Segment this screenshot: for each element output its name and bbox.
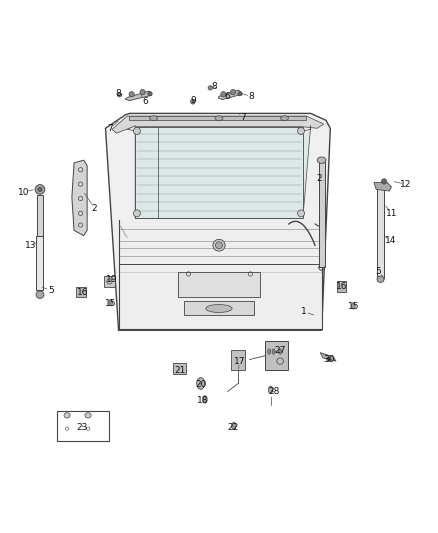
Polygon shape bbox=[184, 301, 254, 316]
Text: 5: 5 bbox=[375, 268, 381, 276]
Ellipse shape bbox=[215, 116, 223, 120]
Polygon shape bbox=[104, 276, 115, 287]
Ellipse shape bbox=[221, 92, 226, 97]
Text: 12: 12 bbox=[400, 180, 412, 189]
Ellipse shape bbox=[134, 127, 141, 134]
Polygon shape bbox=[218, 90, 242, 100]
Text: 21: 21 bbox=[174, 366, 185, 375]
Text: 8: 8 bbox=[212, 82, 218, 91]
Ellipse shape bbox=[191, 99, 195, 104]
Text: 9: 9 bbox=[190, 96, 196, 105]
Ellipse shape bbox=[134, 210, 141, 217]
Ellipse shape bbox=[206, 304, 232, 312]
Polygon shape bbox=[337, 281, 346, 292]
Text: 10: 10 bbox=[18, 188, 29, 197]
Ellipse shape bbox=[230, 90, 236, 95]
Ellipse shape bbox=[377, 276, 384, 282]
Ellipse shape bbox=[268, 349, 271, 354]
Polygon shape bbox=[119, 220, 321, 329]
Text: 6: 6 bbox=[225, 92, 231, 101]
Text: 2: 2 bbox=[92, 204, 97, 213]
Ellipse shape bbox=[85, 413, 91, 418]
Ellipse shape bbox=[352, 303, 355, 309]
Text: 16: 16 bbox=[336, 282, 348, 291]
Ellipse shape bbox=[148, 92, 152, 96]
Polygon shape bbox=[374, 182, 392, 191]
Ellipse shape bbox=[215, 242, 223, 249]
Polygon shape bbox=[265, 341, 288, 370]
Polygon shape bbox=[125, 91, 151, 101]
Text: 7: 7 bbox=[240, 113, 246, 122]
Ellipse shape bbox=[232, 422, 236, 430]
Text: 2: 2 bbox=[317, 174, 322, 183]
Polygon shape bbox=[377, 185, 384, 278]
Ellipse shape bbox=[279, 349, 282, 354]
Ellipse shape bbox=[150, 116, 157, 120]
Text: 18: 18 bbox=[197, 396, 208, 405]
Text: 6: 6 bbox=[142, 97, 148, 106]
Ellipse shape bbox=[297, 210, 304, 217]
Ellipse shape bbox=[297, 127, 304, 134]
Ellipse shape bbox=[317, 157, 326, 164]
Polygon shape bbox=[231, 351, 245, 370]
Ellipse shape bbox=[268, 386, 273, 393]
Text: 27: 27 bbox=[275, 346, 286, 355]
Ellipse shape bbox=[213, 239, 225, 251]
Polygon shape bbox=[76, 287, 86, 297]
Polygon shape bbox=[320, 353, 336, 361]
Polygon shape bbox=[112, 116, 324, 133]
Text: 14: 14 bbox=[385, 237, 396, 246]
Text: 19: 19 bbox=[106, 275, 118, 284]
Ellipse shape bbox=[36, 291, 44, 298]
Text: 20: 20 bbox=[195, 380, 206, 389]
Text: 5: 5 bbox=[48, 286, 54, 295]
Polygon shape bbox=[106, 114, 330, 330]
Ellipse shape bbox=[140, 90, 145, 95]
Ellipse shape bbox=[64, 413, 70, 418]
Text: 1: 1 bbox=[301, 307, 307, 316]
Ellipse shape bbox=[117, 93, 122, 97]
Polygon shape bbox=[36, 236, 43, 290]
Ellipse shape bbox=[272, 349, 275, 354]
Ellipse shape bbox=[109, 300, 113, 306]
Polygon shape bbox=[72, 160, 87, 236]
Ellipse shape bbox=[327, 358, 331, 362]
Text: 23: 23 bbox=[77, 423, 88, 432]
Text: 8: 8 bbox=[116, 89, 121, 98]
Ellipse shape bbox=[238, 92, 242, 96]
Text: 13: 13 bbox=[25, 241, 36, 250]
Ellipse shape bbox=[129, 92, 134, 97]
Polygon shape bbox=[318, 161, 325, 266]
Text: 15: 15 bbox=[348, 302, 359, 311]
Text: 7: 7 bbox=[107, 124, 113, 133]
Polygon shape bbox=[173, 364, 186, 374]
Text: 16: 16 bbox=[77, 287, 88, 296]
Ellipse shape bbox=[35, 184, 45, 194]
Text: 28: 28 bbox=[268, 387, 279, 396]
Ellipse shape bbox=[38, 187, 42, 191]
Text: 11: 11 bbox=[386, 209, 397, 218]
Ellipse shape bbox=[281, 116, 288, 120]
Polygon shape bbox=[37, 195, 42, 237]
Polygon shape bbox=[127, 126, 311, 219]
Ellipse shape bbox=[197, 377, 205, 389]
Text: 8: 8 bbox=[249, 92, 254, 101]
Polygon shape bbox=[130, 116, 306, 120]
Ellipse shape bbox=[203, 395, 207, 403]
Text: 17: 17 bbox=[234, 357, 246, 366]
Polygon shape bbox=[135, 127, 303, 217]
Text: 15: 15 bbox=[105, 299, 117, 308]
Ellipse shape bbox=[381, 179, 387, 184]
Text: 30: 30 bbox=[323, 355, 335, 364]
Polygon shape bbox=[177, 272, 261, 297]
Ellipse shape bbox=[208, 86, 212, 90]
Text: 22: 22 bbox=[227, 423, 239, 432]
